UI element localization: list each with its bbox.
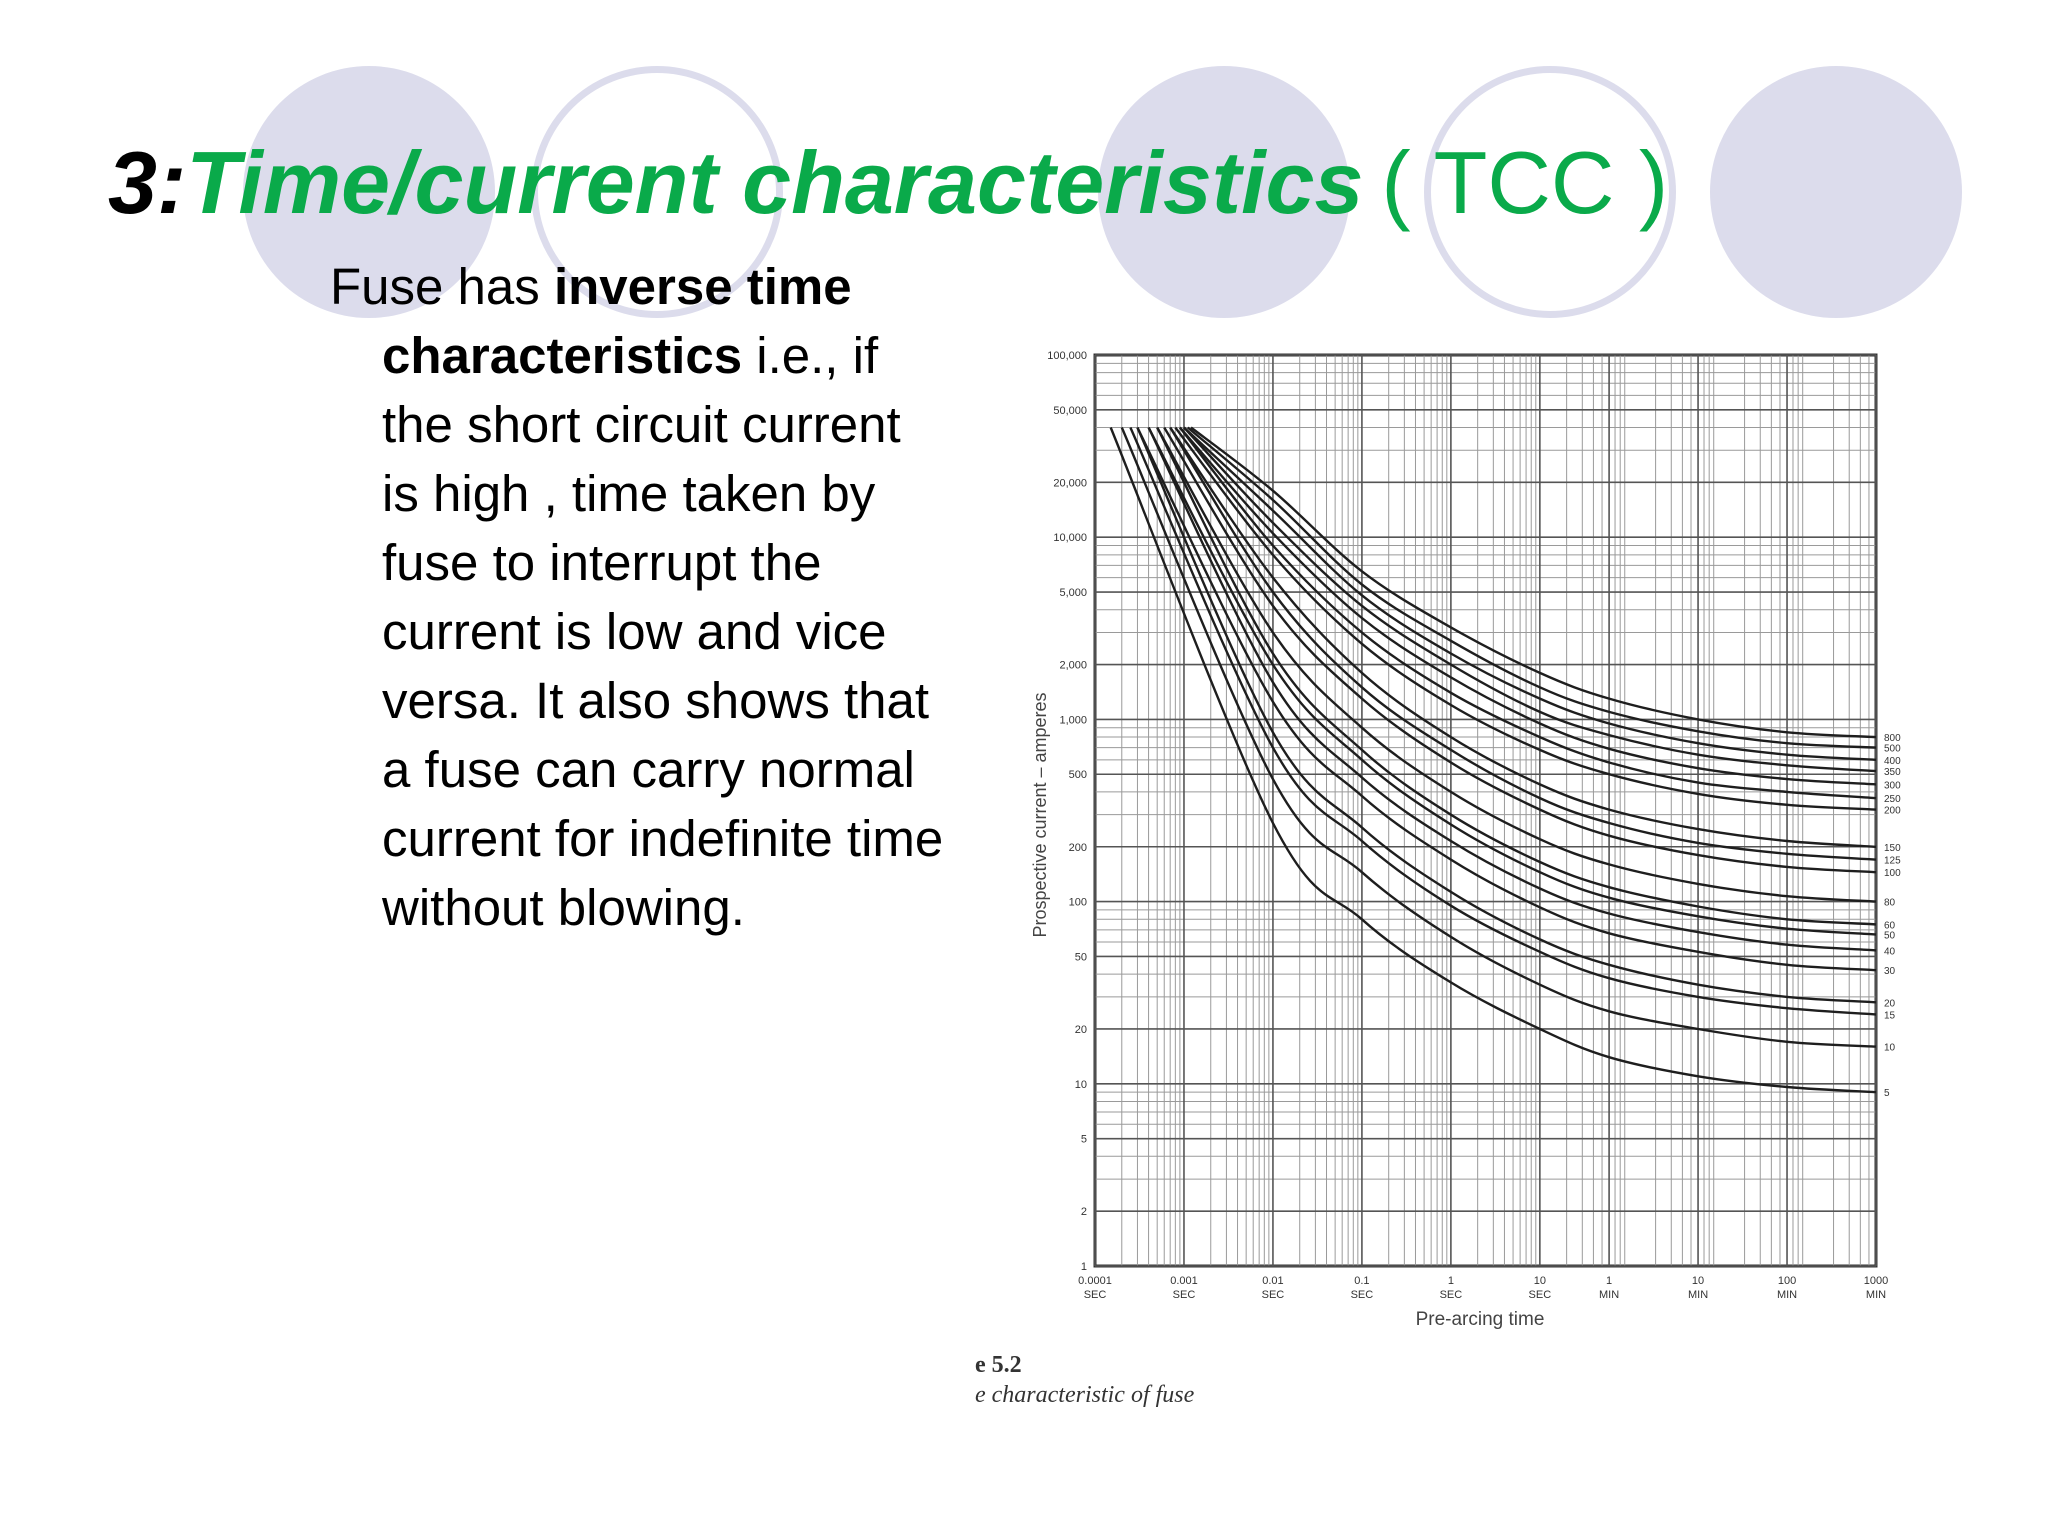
rating-label: 125 bbox=[1884, 856, 1901, 867]
rating-label: 10 bbox=[1884, 1043, 1896, 1054]
body-bold-term: inverse time characteristics bbox=[382, 258, 852, 384]
curve-rating-200 bbox=[1174, 426, 1877, 811]
curve-rating-60 bbox=[1156, 426, 1877, 926]
y-tick-label: 100,000 bbox=[1047, 350, 1087, 362]
figure-caption-number: e 5.2 bbox=[975, 1352, 1022, 1378]
y-tick-label: 10,000 bbox=[1053, 532, 1087, 544]
decor-circle-ring-2 bbox=[1424, 66, 1676, 318]
y-tick-label: 200 bbox=[1069, 842, 1087, 854]
x-tick-label: 0.1 bbox=[1354, 1275, 1369, 1287]
x-tick-unit: MIN bbox=[1777, 1289, 1797, 1301]
curve-rating-20 bbox=[1136, 427, 1877, 1004]
rating-label: 80 bbox=[1884, 898, 1896, 909]
y-tick-label: 50,000 bbox=[1053, 405, 1087, 417]
rating-label: 40 bbox=[1884, 946, 1896, 957]
y-tick-label: 100 bbox=[1069, 897, 1087, 909]
rating-label: 400 bbox=[1884, 756, 1901, 767]
x-tick-unit: MIN bbox=[1866, 1289, 1886, 1301]
x-tick-label: 10 bbox=[1692, 1275, 1704, 1287]
x-tick-unit: SEC bbox=[1173, 1289, 1196, 1301]
curve-rating-30 bbox=[1136, 426, 1877, 972]
rating-label: 20 bbox=[1884, 998, 1896, 1009]
curve-rating-300 bbox=[1178, 426, 1877, 786]
y-tick-label: 2,000 bbox=[1059, 660, 1087, 672]
rating-label: 60 bbox=[1884, 920, 1896, 931]
slide-title-number: 3: bbox=[108, 133, 187, 232]
body-lead: Fuse has bbox=[330, 258, 554, 315]
slide-title: 3:Time/current characteristics( TCC ) bbox=[108, 128, 1668, 238]
x-tick-unit: SEC bbox=[1262, 1289, 1285, 1301]
rating-label: 150 bbox=[1884, 843, 1901, 854]
rating-label: 100 bbox=[1884, 868, 1901, 879]
chart-plot-area bbox=[1093, 353, 1878, 1268]
chart-y-tick-labels: 100,000 50,000 20,000 10,000 5,000 2,000 1,000… bbox=[1047, 350, 1087, 1273]
y-tick-label: 5 bbox=[1081, 1134, 1087, 1146]
figure-caption-text: e characteristic of fuse bbox=[975, 1382, 1195, 1408]
rating-label: 30 bbox=[1884, 966, 1896, 977]
curve-rating-40 bbox=[1147, 426, 1877, 952]
rating-label: 500 bbox=[1884, 744, 1901, 755]
chart-x-tick-labels: 0.0001 SEC 0.001 SEC 0.01 SEC 0.1 SEC 1 SEC 10 SEC 1… bbox=[1078, 1275, 1888, 1301]
decor-circle-filled-2 bbox=[1098, 66, 1350, 318]
x-tick-unit: MIN bbox=[1688, 1289, 1708, 1301]
body-rest: i.e., if the short circuit current is hi… bbox=[382, 327, 944, 936]
slide-title-suffix: ( TCC ) bbox=[1381, 133, 1669, 232]
rating-label: 50 bbox=[1884, 930, 1896, 941]
decor-circle-filled-3 bbox=[1710, 66, 1962, 318]
slide-title-main: Time/current characteristics bbox=[186, 133, 1364, 232]
x-tick-label: 1 bbox=[1606, 1275, 1612, 1287]
decor-circle-filled-1 bbox=[243, 66, 495, 318]
y-tick-label: 500 bbox=[1069, 769, 1087, 781]
curve-rating-10 bbox=[1120, 427, 1877, 1048]
chart-x-axis-label: Pre-arcing time bbox=[1416, 1309, 1545, 1330]
curve-rating-50 bbox=[1147, 426, 1877, 936]
y-tick-label: 1,000 bbox=[1059, 714, 1087, 726]
curve-rating-5 bbox=[1109, 427, 1877, 1094]
chart-grid-major bbox=[1094, 354, 1877, 1267]
y-tick-label: 10 bbox=[1075, 1079, 1087, 1091]
rating-label: 5 bbox=[1884, 1088, 1890, 1099]
x-tick-unit: MIN bbox=[1599, 1289, 1619, 1301]
y-tick-label: 2 bbox=[1081, 1206, 1087, 1218]
curve-rating-15 bbox=[1129, 427, 1877, 1016]
y-tick-label: 1 bbox=[1081, 1261, 1087, 1273]
x-tick-unit: SEC bbox=[1529, 1289, 1552, 1301]
rating-label: 300 bbox=[1884, 780, 1901, 791]
decor-circle-ring-1 bbox=[531, 66, 783, 318]
y-tick-label: 20 bbox=[1075, 1024, 1087, 1036]
x-tick-label: 0.001 bbox=[1170, 1275, 1198, 1287]
x-tick-unit: SEC bbox=[1351, 1289, 1374, 1301]
curve-rating-100 bbox=[1163, 426, 1877, 874]
curve-rating-350 bbox=[1183, 426, 1877, 773]
y-tick-label: 5,000 bbox=[1059, 587, 1087, 599]
curve-rating-250 bbox=[1178, 426, 1877, 800]
rating-label: 200 bbox=[1884, 806, 1901, 817]
x-tick-label: 100 bbox=[1778, 1275, 1796, 1287]
x-tick-unit: SEC bbox=[1084, 1289, 1107, 1301]
curve-rating-125 bbox=[1169, 426, 1877, 861]
chart-curves bbox=[1109, 426, 1877, 1094]
x-tick-label: 1000 bbox=[1864, 1275, 1888, 1287]
rating-label: 15 bbox=[1884, 1011, 1896, 1022]
curve-rating-400 bbox=[1183, 426, 1877, 761]
y-tick-label: 20,000 bbox=[1053, 477, 1087, 489]
x-tick-label: 0.01 bbox=[1262, 1275, 1283, 1287]
rating-label: 800 bbox=[1884, 733, 1901, 744]
rating-label: 250 bbox=[1884, 794, 1901, 805]
x-tick-label: 0.0001 bbox=[1078, 1275, 1112, 1287]
rating-label: 350 bbox=[1884, 767, 1901, 778]
curve-rating-500 bbox=[1186, 426, 1877, 749]
curve-rating-800 bbox=[1190, 426, 1877, 739]
body-paragraph: Fuse has inverse time characteristics i.… bbox=[330, 252, 950, 942]
y-tick-label: 50 bbox=[1075, 951, 1087, 963]
x-tick-unit: SEC bbox=[1440, 1289, 1463, 1301]
x-tick-label: 1 bbox=[1448, 1275, 1454, 1287]
chart-y-axis-label: Prospective current – amperes bbox=[1030, 692, 1050, 937]
curve-rating-80 bbox=[1156, 426, 1877, 903]
curve-rating-150 bbox=[1169, 426, 1877, 848]
x-tick-label: 10 bbox=[1534, 1275, 1546, 1287]
slide-body: Fuse has inverse time characteristics i.… bbox=[330, 252, 950, 942]
